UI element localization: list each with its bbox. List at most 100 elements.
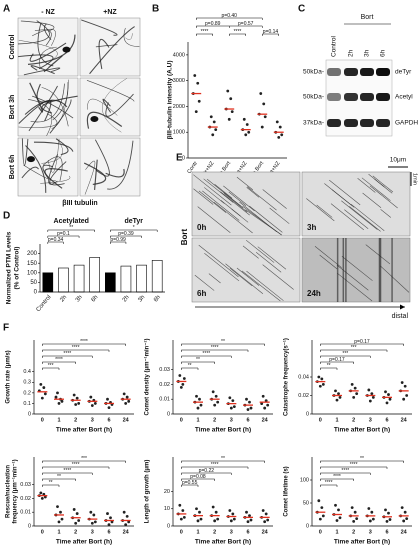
neurite bbox=[23, 67, 61, 76]
comet-track bbox=[255, 252, 282, 273]
data-point bbox=[355, 517, 359, 521]
neurite bbox=[29, 82, 44, 113]
comet-track bbox=[202, 190, 240, 221]
neurite bbox=[87, 98, 118, 116]
significance-bracket bbox=[320, 343, 404, 346]
significance-label: ** bbox=[360, 456, 364, 462]
comet-track bbox=[229, 267, 253, 287]
data-point bbox=[260, 402, 264, 406]
band bbox=[344, 68, 358, 76]
data-point bbox=[248, 400, 251, 404]
x-axis-label: Time after Bort (h) bbox=[334, 427, 390, 434]
comet-track bbox=[330, 203, 365, 231]
comet-track bbox=[198, 244, 239, 278]
data-point bbox=[370, 392, 374, 396]
significance-label: **** bbox=[63, 351, 71, 357]
band-label: deTyr bbox=[395, 69, 412, 76]
data-point bbox=[122, 392, 126, 396]
data-point bbox=[42, 386, 46, 389]
comet-track bbox=[257, 246, 287, 270]
x-tick-label: 1 bbox=[335, 529, 338, 535]
significance-label: **** bbox=[211, 345, 219, 351]
data-point bbox=[209, 115, 213, 119]
neurite bbox=[28, 85, 58, 132]
significance-label: p=0.99 bbox=[110, 237, 126, 243]
data-point bbox=[56, 505, 59, 509]
data-point bbox=[352, 520, 356, 523]
caption: βIII tubulin bbox=[62, 200, 97, 207]
x-tick-label: 2 bbox=[213, 529, 216, 535]
data-point bbox=[371, 395, 375, 399]
band bbox=[376, 93, 390, 101]
significance-bracket bbox=[42, 361, 76, 364]
data-point bbox=[213, 403, 217, 407]
data-point bbox=[352, 395, 356, 399]
neurite bbox=[44, 168, 68, 189]
significance-bracket bbox=[42, 349, 110, 352]
data-point bbox=[56, 391, 59, 395]
data-point bbox=[181, 509, 185, 512]
x-tick-label: 24 bbox=[262, 417, 269, 423]
significance-bracket bbox=[181, 472, 232, 475]
data-point bbox=[261, 509, 265, 512]
data-point bbox=[232, 517, 236, 521]
row-label: Control bbox=[9, 35, 16, 60]
data-point bbox=[196, 519, 200, 523]
significance-label: ** bbox=[188, 363, 192, 369]
significance-label: ** bbox=[57, 474, 61, 480]
y-axis-label: Normalized PTM Levels bbox=[6, 231, 13, 304]
data-point bbox=[338, 516, 342, 520]
y-tick-label: 3000 bbox=[173, 78, 185, 84]
x-tick-label: 6 bbox=[107, 417, 110, 423]
bar bbox=[42, 272, 54, 293]
data-point bbox=[228, 509, 232, 512]
y-tick-label: 0 bbox=[306, 411, 309, 417]
comet-track bbox=[365, 244, 391, 265]
data-point bbox=[246, 520, 250, 524]
significance-label: ** bbox=[196, 357, 200, 363]
data-point bbox=[249, 518, 253, 522]
data-point bbox=[109, 516, 112, 520]
data-point bbox=[317, 499, 321, 503]
comet-track bbox=[269, 207, 290, 224]
significance-label: **** bbox=[202, 351, 210, 357]
comet-track bbox=[374, 178, 393, 194]
neurite bbox=[39, 46, 57, 69]
data-point bbox=[214, 510, 218, 514]
scale-label: 10μm bbox=[390, 157, 406, 164]
neurite bbox=[86, 80, 135, 102]
band bbox=[360, 119, 374, 127]
micrograph bbox=[79, 77, 141, 137]
column-header: - NZ bbox=[41, 9, 55, 16]
significance-label: p=0.55 bbox=[182, 480, 198, 486]
comet-track bbox=[362, 192, 382, 208]
bar bbox=[151, 260, 163, 293]
neurite bbox=[30, 83, 65, 123]
y-tick-label: 0 bbox=[167, 523, 170, 529]
data-point bbox=[198, 510, 201, 514]
comet-track bbox=[220, 191, 250, 216]
x-tick-label: 24 bbox=[401, 417, 408, 423]
significance-bracket bbox=[42, 484, 60, 487]
kymograph-label: 3h bbox=[307, 223, 316, 232]
data-point bbox=[266, 403, 270, 407]
group-label: Acetylated bbox=[54, 218, 89, 225]
significance-label: **** bbox=[80, 339, 88, 345]
y-tick-label: 0 bbox=[34, 290, 38, 296]
data-point bbox=[77, 402, 81, 405]
comet-track bbox=[220, 200, 241, 217]
band bbox=[344, 93, 358, 101]
y-tick-label: 150 bbox=[27, 261, 38, 267]
significance-bracket bbox=[181, 460, 265, 463]
data-point bbox=[229, 406, 233, 410]
x-axis-label: Time after Bort (h) bbox=[56, 427, 112, 434]
data-point bbox=[337, 508, 340, 512]
x-tick-label: 0 bbox=[319, 417, 322, 423]
micrograph bbox=[17, 17, 79, 77]
data-point bbox=[214, 394, 218, 398]
y-tick-label: 0.3 bbox=[23, 380, 31, 386]
data-point bbox=[334, 503, 337, 507]
data-point bbox=[60, 517, 64, 521]
panel-letter: D bbox=[3, 211, 10, 222]
